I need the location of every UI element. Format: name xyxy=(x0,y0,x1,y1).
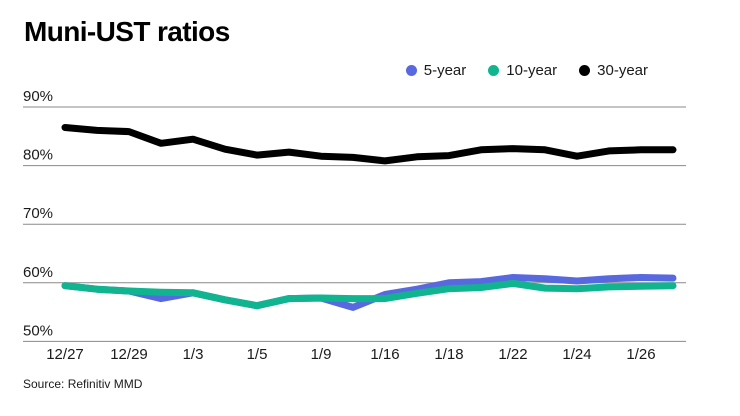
y-tick-label-60: 60% xyxy=(23,264,53,281)
legend-item-30-year: 30-year xyxy=(579,62,648,79)
legend-label-30-year: 30-year xyxy=(597,62,648,79)
legend-dot-10-year-icon xyxy=(488,65,500,76)
legend-label-5-year: 5-year xyxy=(423,62,467,79)
chart-legend: 5-year 10-year 30-year xyxy=(0,62,648,79)
x-tick-label-1-26: 1/26 xyxy=(626,346,655,363)
y-tick-label-90: 90% xyxy=(23,88,53,105)
x-tick-label-12-29: 12/29 xyxy=(110,346,148,363)
y-tick-label-50: 50% xyxy=(23,322,53,339)
series-line-30-year xyxy=(61,124,677,165)
x-tick-label-1-16: 1/16 xyxy=(370,346,399,363)
legend-dot-30-year-icon xyxy=(579,65,591,76)
legend-dot-5-year-icon xyxy=(405,65,417,76)
x-tick-label-1-18: 1/18 xyxy=(434,346,463,363)
legend-label-10-year: 10-year xyxy=(506,62,558,79)
y-tick-label-70: 70% xyxy=(23,205,53,222)
legend-item-5-year: 5-year xyxy=(405,62,467,79)
y-tick-label-80: 80% xyxy=(23,147,53,164)
chart-title: Muni-UST ratios xyxy=(24,16,230,47)
x-tick-label-1-22: 1/22 xyxy=(498,346,527,363)
x-tick-label-1-5: 1/5 xyxy=(247,346,268,363)
series-line-10-year xyxy=(61,279,677,310)
x-tick-label-1-24: 1/24 xyxy=(562,346,591,363)
legend-item-10-year: 10-year xyxy=(488,62,557,79)
x-tick-label-12-27: 12/27 xyxy=(46,346,84,363)
source-note: Source: Refinitiv MMD xyxy=(23,377,143,391)
x-tick-label-1-3: 1/3 xyxy=(183,346,204,363)
x-tick-label-1-9: 1/9 xyxy=(311,346,332,363)
